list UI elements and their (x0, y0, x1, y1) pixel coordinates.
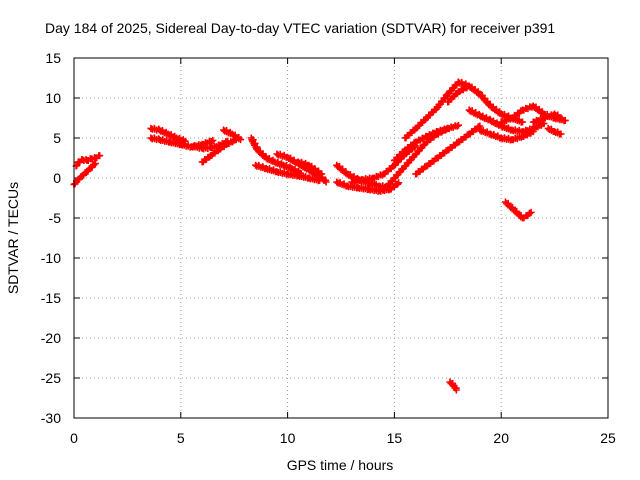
y-tick-label: -5 (49, 210, 62, 226)
trail-marker (453, 122, 461, 130)
series-sat-p (390, 121, 462, 164)
x-axis-label: GPS time / hours (287, 457, 394, 473)
series-sat-g (220, 126, 245, 144)
data-point (395, 179, 403, 187)
y-tick-label: -15 (41, 290, 61, 306)
data-point (557, 114, 565, 122)
trail-marker (208, 138, 216, 145)
series-sat-h (247, 134, 304, 177)
series-sat-f (198, 136, 240, 166)
series-sat-t (465, 106, 548, 136)
series-sat-u (476, 126, 537, 144)
data-point (557, 130, 565, 138)
series-sat-c (147, 124, 189, 145)
x-tick-label: 15 (387, 430, 403, 446)
x-tick-label: 20 (493, 430, 509, 446)
x-tick-label: 0 (70, 430, 78, 446)
data-point (527, 208, 535, 216)
y-tick-labels: -30 -25 -20 -15 -10 -5 0 5 10 15 (41, 50, 61, 426)
series-sat-a (72, 152, 104, 170)
data-point (561, 116, 569, 124)
series-sat-w (529, 110, 565, 126)
plot-frame (73, 57, 609, 419)
y-tick-label: 10 (45, 90, 61, 106)
data-point (96, 152, 104, 160)
chart-title: Day 184 of 2025, Sidereal Day-to-day VTE… (45, 20, 555, 36)
data-point (452, 386, 460, 394)
data-point (181, 137, 189, 145)
series-sat-k (294, 158, 326, 178)
data-point (209, 136, 217, 144)
data-point (529, 128, 537, 136)
series-sat-x (544, 124, 565, 138)
series-sat-i (252, 161, 324, 185)
data-point (454, 121, 462, 129)
data-point (322, 178, 330, 186)
x-tick-labels: 0 5 10 15 20 25 (70, 430, 616, 446)
x-tick-label: 10 (280, 430, 296, 446)
y-tick-label: -20 (41, 330, 61, 346)
y-tick-label: 15 (45, 50, 61, 66)
x-tick-label: 5 (177, 430, 185, 446)
data-point (318, 170, 326, 178)
data-point (519, 118, 527, 126)
series-sat-b (70, 160, 99, 188)
series-sat-s (444, 82, 527, 126)
data-point (91, 160, 99, 168)
trail-marker (394, 180, 402, 188)
y-tick-label: -30 (41, 410, 61, 426)
data-point (237, 136, 245, 144)
series-sat-z (446, 378, 460, 394)
y-tick-label: -25 (41, 370, 61, 386)
y-tick-label: 0 (53, 170, 61, 186)
y-tick-label: 5 (53, 130, 61, 146)
y-axis-label: SDTVAR / TECUs (5, 182, 21, 294)
series-sat-y (501, 198, 535, 222)
data-points (70, 78, 569, 394)
x-tick-label: 25 (600, 430, 616, 446)
series-sat-q (401, 78, 473, 142)
y-tick-label: -10 (41, 250, 61, 266)
